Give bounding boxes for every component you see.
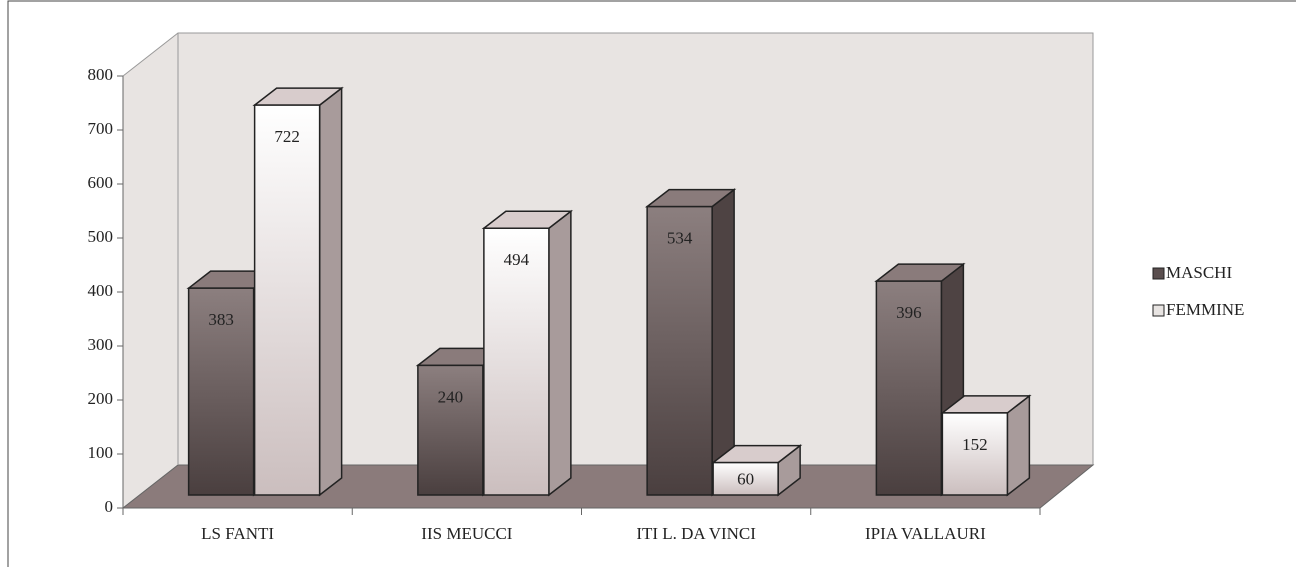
y-tick-label: 100 xyxy=(88,443,114,462)
bar-side xyxy=(548,209,572,497)
bar xyxy=(483,227,550,496)
y-tick-label: 600 xyxy=(88,173,114,192)
legend-label: MASCHI xyxy=(1166,263,1232,282)
y-tick-label: 0 xyxy=(105,497,114,516)
value-label: 60 xyxy=(737,470,754,489)
value-label: 396 xyxy=(896,303,922,322)
legend-swatch xyxy=(1152,267,1165,280)
legend-label: FEMMINE xyxy=(1166,300,1244,319)
x-tick-label: IIS MEUCCI xyxy=(421,524,512,543)
value-label: 534 xyxy=(667,229,693,248)
bar xyxy=(187,287,255,496)
bar-side xyxy=(318,86,343,497)
y-tick-label: 500 xyxy=(88,227,114,246)
y-tick-label: 800 xyxy=(88,65,114,84)
value-label: 240 xyxy=(438,387,464,406)
bar xyxy=(875,280,943,496)
value-label: 722 xyxy=(274,127,300,146)
y-tick-label: 400 xyxy=(88,281,114,300)
bar xyxy=(417,364,484,496)
bar xyxy=(253,104,321,496)
x-tick-label: ITI L. DA VINCI xyxy=(636,524,756,543)
y-tick-label: 300 xyxy=(88,335,114,354)
bar xyxy=(646,205,713,496)
value-label: 152 xyxy=(962,435,988,454)
chart-border xyxy=(7,0,1296,567)
x-tick-label: IPIA VALLAURI xyxy=(865,524,986,543)
value-label: 494 xyxy=(504,250,530,269)
x-tick-label: LS FANTI xyxy=(201,524,274,543)
value-label: 383 xyxy=(208,310,234,329)
bar xyxy=(941,412,1009,496)
bar xyxy=(712,461,779,496)
y-tick-label: 700 xyxy=(88,119,114,138)
y-tick-label: 200 xyxy=(88,389,114,408)
legend-swatch xyxy=(1152,304,1165,317)
